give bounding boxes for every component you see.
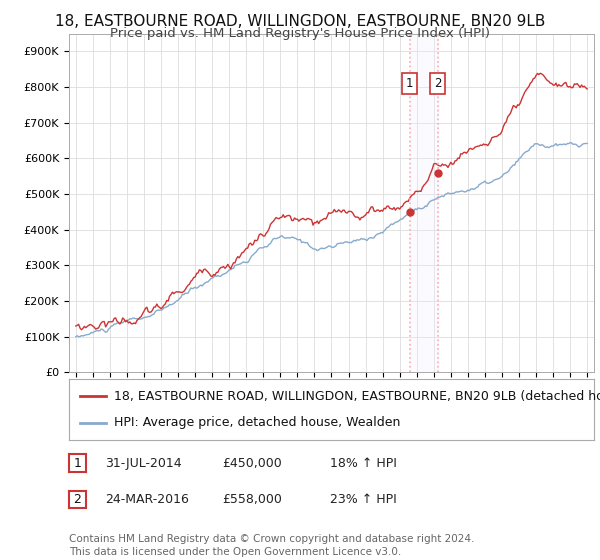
Text: 18, EASTBOURNE ROAD, WILLINGDON, EASTBOURNE, BN20 9LB: 18, EASTBOURNE ROAD, WILLINGDON, EASTBOU…	[55, 14, 545, 29]
Text: Price paid vs. HM Land Registry's House Price Index (HPI): Price paid vs. HM Land Registry's House …	[110, 27, 490, 40]
Text: HPI: Average price, detached house, Wealden: HPI: Average price, detached house, Weal…	[113, 416, 400, 429]
Text: 18% ↑ HPI: 18% ↑ HPI	[330, 456, 397, 470]
Text: 23% ↑ HPI: 23% ↑ HPI	[330, 493, 397, 506]
Text: 18, EASTBOURNE ROAD, WILLINGDON, EASTBOURNE, BN20 9LB (detached house): 18, EASTBOURNE ROAD, WILLINGDON, EASTBOU…	[113, 390, 600, 403]
Text: 24-MAR-2016: 24-MAR-2016	[105, 493, 189, 506]
Text: 31-JUL-2014: 31-JUL-2014	[105, 456, 182, 470]
Text: 2: 2	[434, 77, 442, 90]
Text: 1: 1	[73, 456, 82, 470]
Text: Contains HM Land Registry data © Crown copyright and database right 2024.
This d: Contains HM Land Registry data © Crown c…	[69, 534, 475, 557]
Text: 1: 1	[406, 77, 413, 90]
Bar	[410, 34, 437, 372]
Text: £450,000: £450,000	[222, 456, 282, 470]
Text: £558,000: £558,000	[222, 493, 282, 506]
Text: 2: 2	[73, 493, 82, 506]
